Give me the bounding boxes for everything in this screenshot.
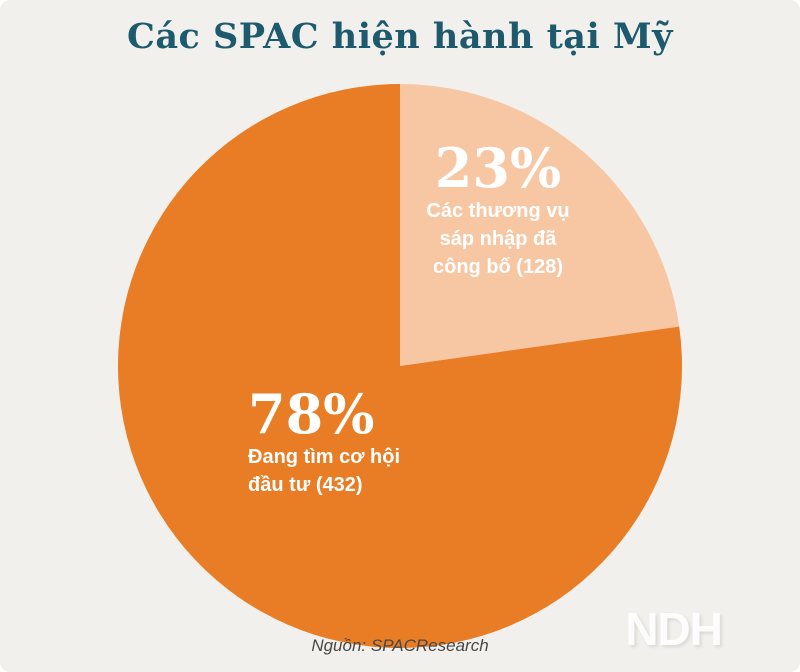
slice-label-line: Các thương vụ	[426, 199, 570, 222]
source-note: Nguồn: SPACResearch	[311, 636, 489, 655]
slice-label-line: sáp nhập đã	[439, 227, 557, 250]
slice-label-line: đầu tư (432)	[248, 473, 363, 496]
slice-label-line: Đang tìm cơ hội	[248, 445, 401, 468]
pie-slice-1	[117, 84, 682, 648]
slice-percent-seeking: 78%	[248, 382, 375, 446]
slice-label-line: công bố (128)	[432, 255, 563, 278]
slice-percent-announced: 23%	[434, 136, 562, 200]
chart-title: Các SPAC hiện hành tại Mỹ	[126, 16, 674, 57]
ndh-watermark: NDH	[625, 603, 723, 655]
slice-label-seeking-investment: 78% Đang tìm cơ hội đầu tư (432)	[248, 386, 400, 499]
slice-label-announced-mergers: 23% Các thương vụ sáp nhập đã công bố (1…	[398, 140, 598, 281]
pie-slice-0	[400, 84, 680, 366]
